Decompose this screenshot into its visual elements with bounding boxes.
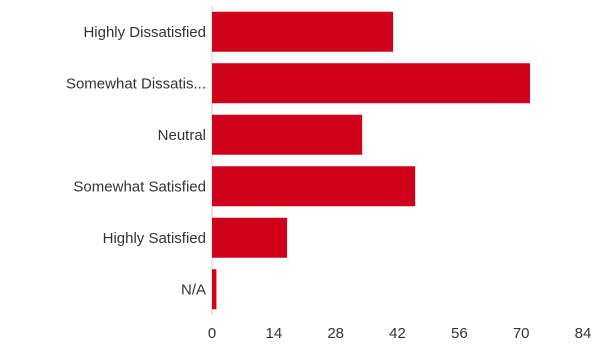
category-label: Neutral <box>158 127 206 144</box>
category-labels: Highly Dissatisfied Somewhat Dissatis... N… <box>66 24 206 299</box>
x-tick-label: 0 <box>208 325 216 342</box>
bar <box>212 114 363 155</box>
x-tick-labels: 0 14 28 42 56 70 84 <box>208 325 592 342</box>
x-tick-label: 56 <box>451 325 468 342</box>
category-label: N/A <box>181 281 206 298</box>
bars-group <box>211 6 530 315</box>
category-label: Highly Satisfied <box>103 230 206 247</box>
x-tick-label: 14 <box>265 325 282 342</box>
bar <box>212 269 217 310</box>
category-label: Somewhat Satisfied <box>73 178 206 195</box>
category-label: Somewhat Dissatis... <box>66 75 206 92</box>
bar <box>212 166 416 207</box>
bar <box>212 217 288 258</box>
x-tick-label: 42 <box>389 325 406 342</box>
bar <box>212 11 394 52</box>
x-tick-label: 28 <box>327 325 344 342</box>
bar <box>212 63 530 104</box>
category-label: Highly Dissatisfied <box>83 24 206 41</box>
x-tick-label: 70 <box>513 325 530 342</box>
x-tick-label: 84 <box>575 325 592 342</box>
